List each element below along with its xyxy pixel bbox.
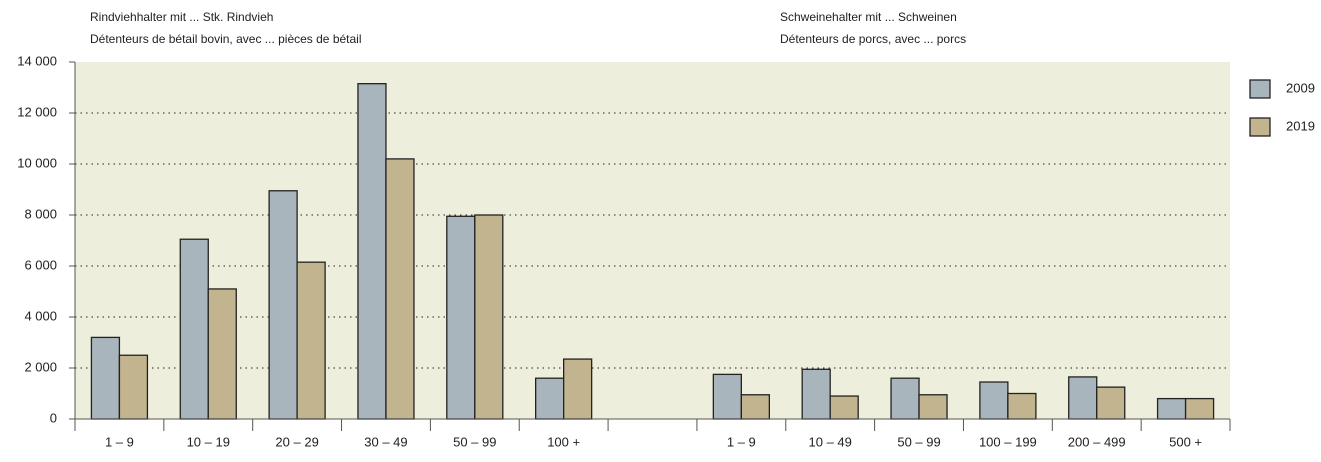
y-tick-label: 4 000 <box>24 308 57 323</box>
x-tick-label: 1 – 9 <box>105 434 134 449</box>
annotation: Rindviehhalter mit ... Stk. Rindvieh <box>90 10 273 24</box>
y-tick-label: 2 000 <box>24 359 57 374</box>
y-tick-label: 12 000 <box>17 104 57 119</box>
bar <box>1007 392 1037 420</box>
bar <box>1184 397 1215 420</box>
bar <box>357 83 387 420</box>
bar <box>296 261 326 420</box>
bar <box>268 190 298 420</box>
y-tick-label: 8 000 <box>24 206 57 221</box>
bar <box>1156 397 1187 420</box>
x-tick-label: 30 – 49 <box>364 434 407 449</box>
bar <box>179 238 209 420</box>
annotation: Schweinehalter mit ... Schweinen <box>780 10 957 24</box>
bar <box>385 158 415 420</box>
bar <box>446 215 476 420</box>
x-tick-label: 100 + <box>547 434 580 449</box>
bar <box>474 214 504 420</box>
bar <box>829 395 859 420</box>
legend-label: 2009 <box>1286 80 1315 95</box>
bar <box>1068 376 1098 420</box>
bar <box>979 381 1009 420</box>
bar <box>563 358 593 420</box>
y-tick-label: 10 000 <box>17 155 57 170</box>
x-tick-label: 10 – 19 <box>187 434 230 449</box>
y-tick-label: 0 <box>50 410 57 425</box>
bar <box>118 354 149 420</box>
x-tick-label: 1 – 9 <box>727 434 756 449</box>
y-tick-label: 14 000 <box>17 53 57 68</box>
legend-swatch <box>1249 79 1271 99</box>
y-tick-label: 6 000 <box>24 257 57 272</box>
bar <box>712 373 742 420</box>
bar <box>801 368 831 420</box>
bar <box>1096 386 1126 420</box>
x-tick-label: 100 – 199 <box>979 434 1037 449</box>
bar <box>918 394 948 420</box>
x-tick-label: 50 – 99 <box>897 434 940 449</box>
bar <box>90 336 121 420</box>
x-tick-label: 50 – 99 <box>453 434 496 449</box>
bar <box>535 377 565 420</box>
bar <box>890 377 920 420</box>
legend-label: 2019 <box>1286 118 1315 133</box>
x-tick-label: 200 – 499 <box>1068 434 1126 449</box>
x-tick-label: 20 – 29 <box>275 434 318 449</box>
bar <box>207 288 237 420</box>
plot-background <box>75 62 1230 419</box>
annotation: Détenteurs de bétail bovin, avec ... piè… <box>90 32 362 46</box>
x-tick-label: 10 – 49 <box>809 434 852 449</box>
x-tick-label: 500 + <box>1169 434 1202 449</box>
bar <box>740 394 770 420</box>
legend-swatch <box>1249 117 1271 137</box>
annotation: Détenteurs de porcs, avec ... porcs <box>780 32 966 46</box>
